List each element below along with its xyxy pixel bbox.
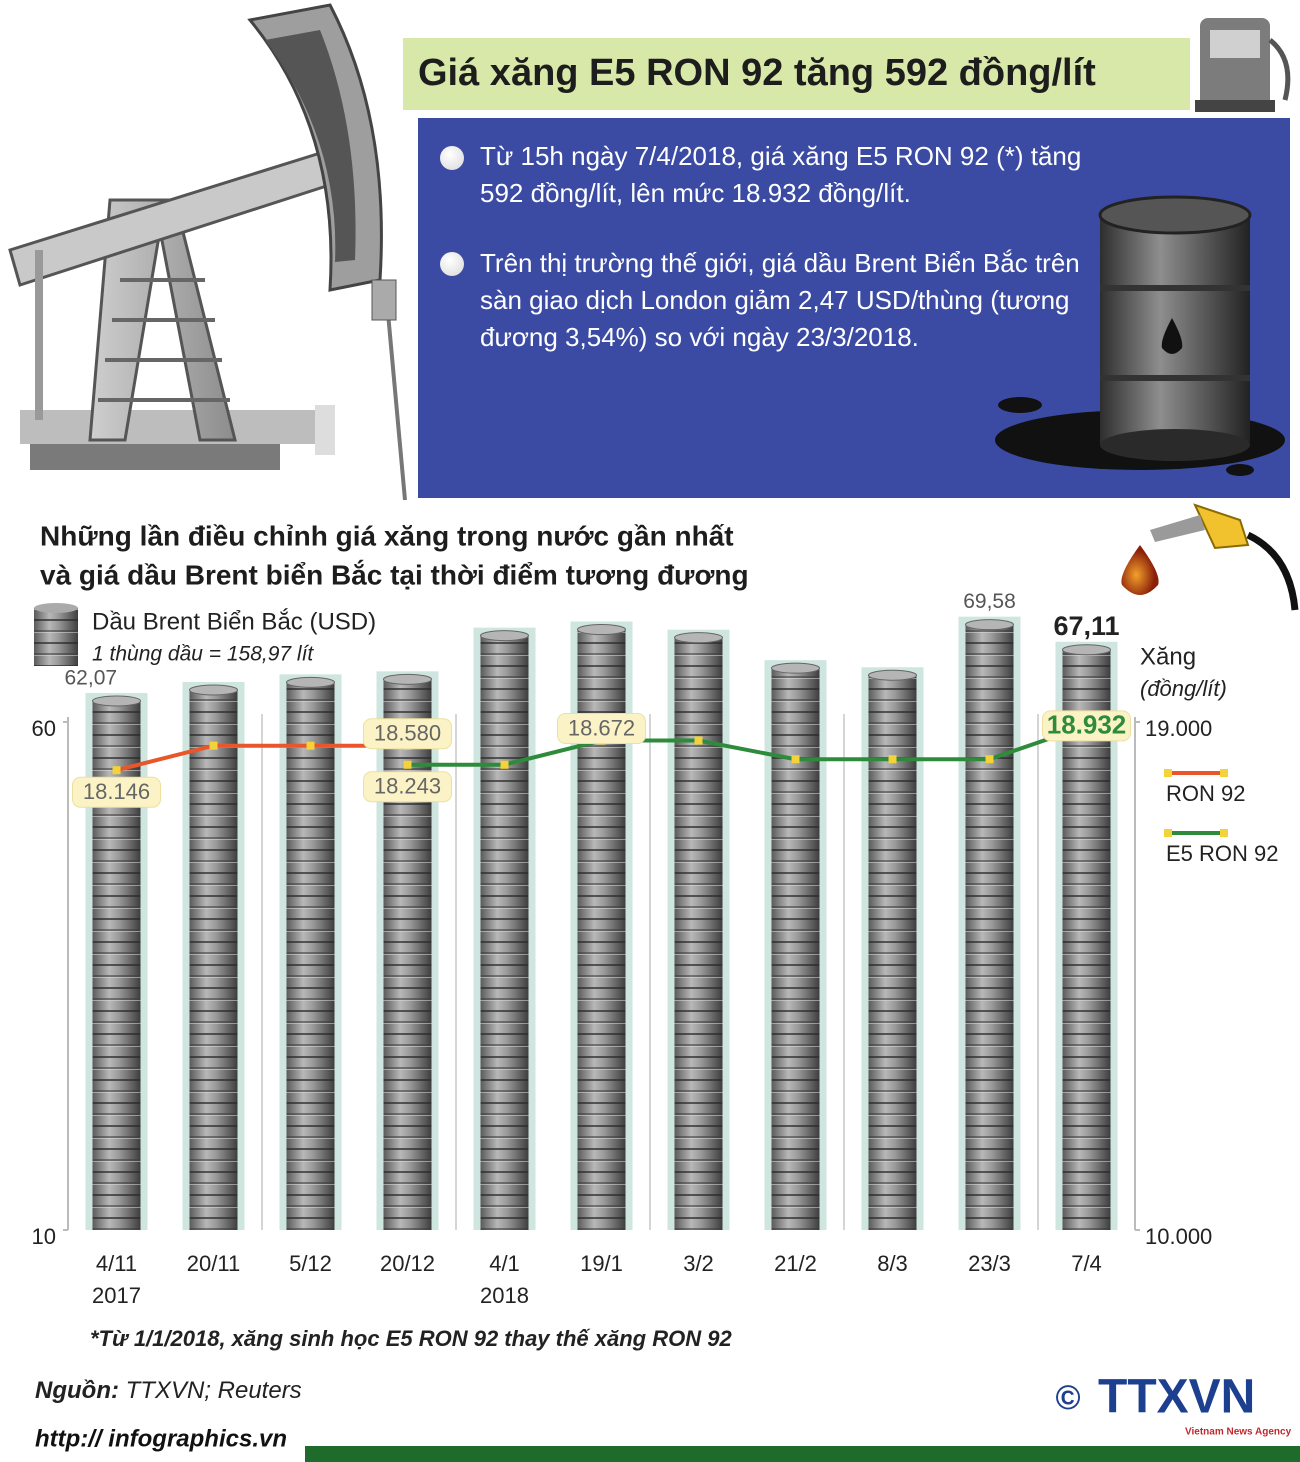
line-marker	[985, 755, 994, 764]
line-marker	[209, 741, 218, 750]
bar-texture	[383, 679, 432, 1230]
line-value-label: 18.672	[568, 715, 635, 740]
bar-legend-icon	[34, 603, 78, 666]
source: Nguồn: TTXVN; Reuters	[35, 1377, 302, 1404]
bar-cap	[480, 630, 529, 642]
x-tick-label: 3/2	[683, 1251, 714, 1276]
bar-cap	[286, 676, 335, 688]
bar-cap	[383, 673, 432, 685]
value-label-box	[363, 771, 452, 803]
x-tick-label: 5/12	[289, 1251, 332, 1276]
bar-texture	[1062, 649, 1111, 1230]
legend-marker	[1220, 769, 1228, 777]
line-marker	[403, 760, 412, 769]
line-marker	[888, 755, 897, 764]
bar-cap	[674, 632, 723, 644]
x-tick-label: 8/3	[877, 1251, 908, 1276]
pump-jack-illustration	[8, 3, 407, 501]
y2-tick-label: 19.000	[1145, 716, 1212, 741]
bullet-dot	[440, 146, 464, 170]
bar-texture	[771, 668, 820, 1230]
bar-texture	[674, 637, 723, 1230]
bar-value-label: 69,58	[963, 590, 1016, 613]
x-year-label: 2018	[480, 1283, 529, 1308]
bar-value-label: 67,11	[1053, 611, 1119, 641]
oil-barrel-illustration	[995, 195, 1285, 476]
chart-subtitle: và giá dầu Brent biển Bắc tại thời điểm …	[40, 559, 749, 590]
bar-texture	[868, 675, 917, 1230]
bar-cap	[868, 669, 917, 681]
fuel-pump-icon	[1195, 18, 1291, 112]
url: http:// infographics.vn	[35, 1425, 287, 1452]
line-marker	[306, 741, 315, 750]
legend-marker	[1164, 769, 1172, 777]
legend-label: RON 92	[1166, 781, 1245, 806]
bar-cap	[771, 662, 820, 674]
x-tick-label: 4/1	[489, 1251, 520, 1276]
y2-axis-unit: (đồng/lít)	[1140, 676, 1227, 701]
plot: 10 60 10.000 19.000 4/11 2017 20/11 5/12 20/12 4/…	[32, 590, 1279, 1308]
bullet-text: Trên thị trường thế giới, giá dầu Brent …	[480, 248, 1080, 352]
x-tick-label: 20/11	[187, 1251, 240, 1276]
x-tick-label: 19/1	[580, 1251, 623, 1276]
bar-cap	[577, 624, 626, 636]
bar-cap	[92, 695, 141, 707]
x-tick-label: 23/3	[968, 1251, 1011, 1276]
x-year-label: 2017	[92, 1283, 141, 1308]
bar-value-label: 62,07	[65, 667, 118, 690]
footnote: *Từ 1/1/2018, xăng sinh học E5 RON 92 th…	[90, 1326, 732, 1351]
logo-tagline: Vietnam News Agency	[1185, 1427, 1292, 1438]
bar-legend-note: 1 thùng dầu = 158,97 lít	[92, 643, 314, 666]
bar-cap	[965, 619, 1014, 631]
line-value-label: 18.243	[374, 774, 441, 799]
legend-label: E5 RON 92	[1166, 841, 1279, 866]
fuel-nozzle-illustration	[1121, 503, 1299, 611]
bar-legend-label: Dầu Brent Biển Bắc (USD)	[92, 608, 376, 635]
value-label-box	[72, 776, 161, 808]
line-marker	[791, 755, 800, 764]
source-text: TTXVN; Reuters	[126, 1377, 302, 1404]
y2-tick-label: 10.000	[1145, 1224, 1212, 1249]
value-label-box	[363, 718, 452, 750]
bullet-dot	[440, 252, 464, 276]
source-label: Nguồn:	[35, 1377, 119, 1404]
y-tick-label: 10	[32, 1224, 56, 1249]
line-marker	[112, 766, 121, 775]
line	[116, 743, 408, 773]
bar-cap	[189, 684, 238, 696]
y-tick-label: 60	[32, 716, 56, 741]
value-label-box	[1042, 710, 1131, 742]
bar-texture	[965, 624, 1014, 1230]
x-tick-label: 4/11	[96, 1251, 137, 1276]
bar-texture	[286, 682, 335, 1230]
title-bar	[403, 38, 1190, 110]
line-value-label: 18.580	[374, 721, 441, 746]
x-tick-label: 7/4	[1071, 1251, 1102, 1276]
bar-cap	[1062, 644, 1111, 656]
line-marker	[694, 736, 703, 745]
chart-title: Những lần điều chỉnh giá xăng trong nước…	[40, 520, 734, 551]
bar-texture	[189, 689, 238, 1230]
logo-copyright: ©	[1055, 1379, 1080, 1417]
line-marker	[500, 760, 509, 769]
line	[407, 723, 1088, 767]
legend-marker	[1220, 829, 1228, 837]
title: Giá xăng E5 RON 92 tăng 592 đồng/lít	[418, 52, 1096, 94]
legend-marker	[1164, 829, 1172, 837]
x-tick-label: 21/2	[774, 1251, 817, 1276]
y2-axis-title: Xăng	[1140, 643, 1196, 670]
line-value-label: 18.932	[1047, 710, 1127, 740]
footer-bar	[305, 1446, 1300, 1462]
logo-name: TTXVN	[1098, 1371, 1255, 1424]
bullet-text: Từ 15h ngày 7/4/2018, giá xăng E5 RON 92…	[480, 141, 1082, 208]
line-value-label: 18.146	[83, 779, 150, 804]
value-label-box	[557, 713, 646, 745]
bar-texture	[480, 635, 529, 1230]
x-tick-label: 20/12	[380, 1251, 435, 1276]
